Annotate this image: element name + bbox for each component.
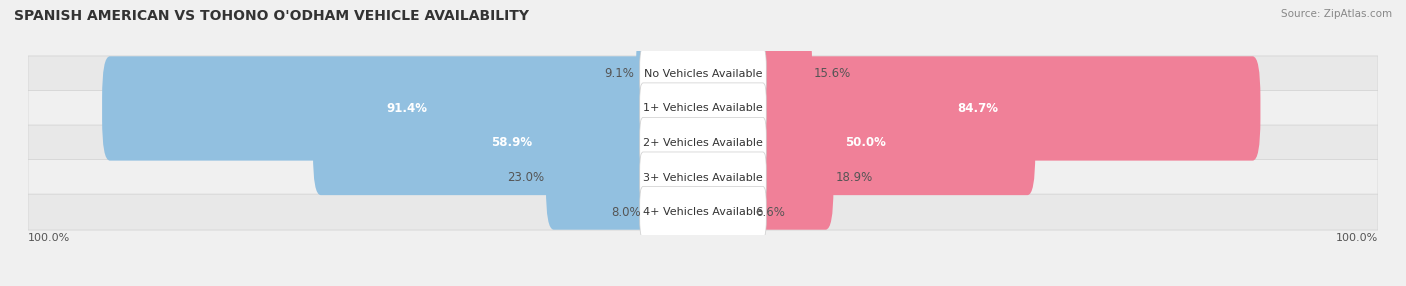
Text: 18.9%: 18.9%: [835, 171, 873, 184]
FancyBboxPatch shape: [640, 48, 766, 100]
FancyBboxPatch shape: [28, 194, 1378, 230]
Text: 100.0%: 100.0%: [28, 233, 70, 243]
FancyBboxPatch shape: [28, 56, 1378, 92]
Text: 1+ Vehicles Available: 1+ Vehicles Available: [643, 104, 763, 114]
FancyBboxPatch shape: [28, 125, 1378, 161]
FancyBboxPatch shape: [28, 160, 1378, 196]
FancyBboxPatch shape: [546, 125, 711, 230]
Text: 3+ Vehicles Available: 3+ Vehicles Available: [643, 172, 763, 182]
Text: 84.7%: 84.7%: [957, 102, 998, 115]
FancyBboxPatch shape: [695, 22, 813, 126]
FancyBboxPatch shape: [695, 125, 834, 230]
FancyBboxPatch shape: [695, 91, 1035, 195]
Text: Source: ZipAtlas.com: Source: ZipAtlas.com: [1281, 9, 1392, 19]
Text: 15.6%: 15.6%: [814, 67, 851, 80]
FancyBboxPatch shape: [640, 186, 766, 238]
FancyBboxPatch shape: [695, 160, 754, 264]
Text: No Vehicles Available: No Vehicles Available: [644, 69, 762, 79]
Text: 50.0%: 50.0%: [845, 136, 886, 150]
Text: 100.0%: 100.0%: [1336, 233, 1378, 243]
FancyBboxPatch shape: [640, 83, 766, 134]
FancyBboxPatch shape: [640, 152, 766, 203]
Text: 8.0%: 8.0%: [612, 206, 641, 219]
Text: 2+ Vehicles Available: 2+ Vehicles Available: [643, 138, 763, 148]
FancyBboxPatch shape: [640, 118, 766, 168]
FancyBboxPatch shape: [314, 91, 711, 195]
Text: 9.1%: 9.1%: [605, 67, 634, 80]
FancyBboxPatch shape: [636, 22, 711, 126]
FancyBboxPatch shape: [644, 160, 711, 264]
Text: SPANISH AMERICAN VS TOHONO O'ODHAM VEHICLE AVAILABILITY: SPANISH AMERICAN VS TOHONO O'ODHAM VEHIC…: [14, 9, 529, 23]
Text: 4+ Vehicles Available: 4+ Vehicles Available: [643, 207, 763, 217]
FancyBboxPatch shape: [28, 90, 1378, 126]
Text: 91.4%: 91.4%: [385, 102, 427, 115]
FancyBboxPatch shape: [103, 56, 711, 161]
FancyBboxPatch shape: [695, 56, 1260, 161]
Text: 6.6%: 6.6%: [755, 206, 786, 219]
Text: 23.0%: 23.0%: [508, 171, 544, 184]
Text: 58.9%: 58.9%: [491, 136, 533, 150]
